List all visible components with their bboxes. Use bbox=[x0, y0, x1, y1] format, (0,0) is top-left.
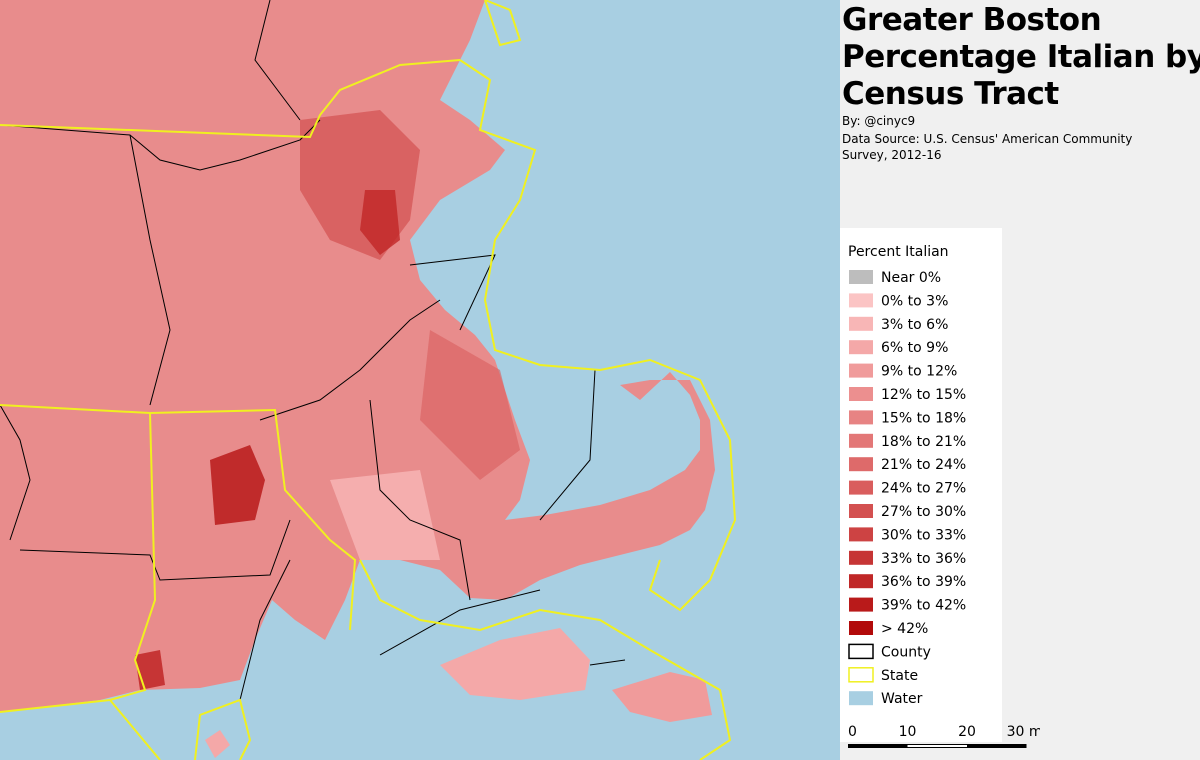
legend-swatch bbox=[849, 457, 873, 472]
title-line: Greater Boston bbox=[842, 2, 1102, 38]
mainland bbox=[0, 0, 715, 712]
legend-swatch bbox=[849, 270, 873, 284]
westerly-tracts bbox=[135, 650, 165, 690]
legend-swatch bbox=[849, 410, 873, 425]
legend-label: > 42% bbox=[881, 621, 928, 637]
legend-label: 18% to 21% bbox=[881, 434, 966, 450]
state-line bbox=[194, 698, 252, 760]
county-line bbox=[379, 589, 541, 656]
state-line bbox=[459, 59, 737, 612]
title-line: Census Tract bbox=[842, 76, 1059, 112]
legend-swatch bbox=[848, 643, 874, 660]
boston-core bbox=[360, 190, 400, 255]
nantucket bbox=[612, 672, 712, 722]
legend-label: 36% to 39% bbox=[881, 574, 966, 590]
state-line bbox=[109, 699, 161, 760]
legend-label: Water bbox=[881, 691, 923, 707]
county-lines bbox=[0, 0, 626, 701]
legend-label: 30% to 33% bbox=[881, 527, 966, 543]
legend-swatch bbox=[849, 504, 873, 518]
legend-swatch bbox=[849, 527, 873, 542]
legend-swatch bbox=[849, 363, 873, 378]
state-line bbox=[0, 412, 157, 713]
block-island bbox=[205, 730, 230, 758]
legend-label: County bbox=[881, 644, 931, 660]
scale-bar-gap bbox=[907, 745, 967, 747]
legend-swatch bbox=[848, 667, 874, 683]
legend-swatch bbox=[849, 550, 873, 565]
legend-label: 6% to 9% bbox=[881, 340, 948, 356]
legend-label: 12% to 15% bbox=[881, 387, 966, 403]
legend-label: 27% to 30% bbox=[881, 504, 966, 520]
county-line bbox=[0, 404, 31, 541]
legend-label: 3% to 6% bbox=[881, 317, 948, 333]
legend-swatch bbox=[849, 340, 873, 355]
scale-label: 20 bbox=[958, 724, 976, 740]
state-line bbox=[359, 559, 732, 760]
map bbox=[0, 0, 840, 760]
legend-swatch bbox=[849, 574, 873, 589]
legend-swatch bbox=[849, 316, 873, 331]
legend: Percent Italian Near 0% 0% to 3% 3% to 6% 6… bbox=[840, 228, 1040, 748]
county-line bbox=[254, 0, 301, 121]
legend-label: 39% to 42% bbox=[881, 598, 966, 614]
state-line bbox=[0, 59, 461, 139]
scale-label: 30 mi bbox=[1007, 724, 1040, 740]
state-line bbox=[484, 0, 522, 47]
legend-swatch bbox=[849, 433, 873, 448]
south-shore-tracts bbox=[420, 330, 520, 480]
county-line bbox=[259, 299, 441, 421]
state-lines bbox=[0, 0, 737, 760]
title: Greater Boston Percentage Italian by Cen… bbox=[842, 2, 1200, 113]
legend-swatch bbox=[849, 293, 873, 308]
providence-tracts bbox=[210, 445, 265, 525]
legend-label: 21% to 24% bbox=[881, 457, 966, 473]
county-line bbox=[239, 559, 291, 701]
county-line bbox=[19, 519, 291, 581]
county-line bbox=[129, 134, 171, 406]
county-line bbox=[369, 399, 471, 601]
legend-label: 33% to 36% bbox=[881, 551, 966, 567]
county-line bbox=[589, 659, 626, 666]
legend-swatch bbox=[849, 621, 873, 635]
legend-swatch bbox=[849, 387, 873, 401]
legend-swatch bbox=[849, 691, 873, 706]
legend-label: State bbox=[881, 668, 918, 684]
title-line: Percentage Italian by bbox=[842, 39, 1200, 75]
scale-label: 0 bbox=[848, 724, 857, 740]
legend-label: 24% to 27% bbox=[881, 481, 966, 497]
byline: By: @cinyc9 bbox=[842, 114, 916, 128]
source: Data Source: U.S. Census' American Commu… bbox=[842, 132, 1133, 162]
marthas-vineyard bbox=[440, 628, 590, 700]
legend-swatch bbox=[849, 480, 873, 495]
legend-label: 9% to 12% bbox=[881, 364, 957, 380]
legend-label: 15% to 18% bbox=[881, 410, 966, 426]
legend-label: Near 0% bbox=[881, 270, 941, 286]
county-line bbox=[409, 254, 496, 331]
legend-title: Percent Italian bbox=[848, 244, 949, 260]
legend-label: 0% to 3% bbox=[881, 293, 948, 309]
scale-label: 10 bbox=[899, 724, 917, 740]
light-tracts bbox=[330, 470, 440, 560]
legend-swatch bbox=[849, 597, 873, 612]
county-line bbox=[539, 369, 596, 521]
